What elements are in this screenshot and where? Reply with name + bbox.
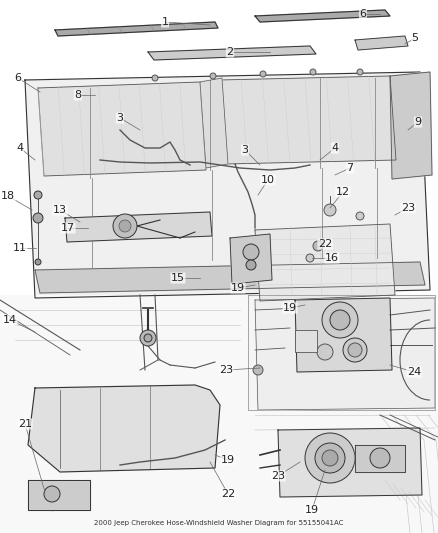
Circle shape <box>152 75 158 81</box>
Polygon shape <box>25 72 430 298</box>
Circle shape <box>322 450 338 466</box>
Circle shape <box>210 73 216 79</box>
Text: 11: 11 <box>13 243 27 253</box>
Circle shape <box>243 244 259 260</box>
Circle shape <box>113 214 137 238</box>
Text: 23: 23 <box>271 471 285 481</box>
Polygon shape <box>355 36 408 50</box>
Polygon shape <box>255 224 395 301</box>
Circle shape <box>306 254 314 262</box>
Polygon shape <box>278 428 422 497</box>
Text: 19: 19 <box>221 455 235 465</box>
Text: 17: 17 <box>61 223 75 233</box>
Circle shape <box>324 204 336 216</box>
Text: 14: 14 <box>3 315 17 325</box>
Polygon shape <box>28 480 90 510</box>
Text: 5: 5 <box>411 33 418 43</box>
Circle shape <box>119 220 131 232</box>
Circle shape <box>356 212 364 220</box>
Polygon shape <box>148 46 316 60</box>
Circle shape <box>370 448 390 468</box>
Circle shape <box>313 241 323 251</box>
Text: 13: 13 <box>53 205 67 215</box>
Text: 6: 6 <box>360 9 367 19</box>
Circle shape <box>305 433 355 483</box>
Circle shape <box>246 260 256 270</box>
Polygon shape <box>35 262 425 293</box>
Circle shape <box>330 310 350 330</box>
Polygon shape <box>355 445 405 472</box>
Polygon shape <box>230 234 272 284</box>
Text: 19: 19 <box>305 505 319 515</box>
Polygon shape <box>295 298 392 372</box>
Text: 3: 3 <box>117 113 124 123</box>
Text: 10: 10 <box>261 175 275 185</box>
Circle shape <box>322 302 358 338</box>
Circle shape <box>357 69 363 75</box>
Text: 21: 21 <box>18 419 32 429</box>
Polygon shape <box>248 295 435 410</box>
Polygon shape <box>255 10 390 22</box>
Text: 22: 22 <box>318 239 332 249</box>
Polygon shape <box>55 22 218 36</box>
Circle shape <box>253 365 263 375</box>
Text: 4: 4 <box>332 143 339 153</box>
Text: 3: 3 <box>241 145 248 155</box>
Text: 2000 Jeep Cherokee Hose-Windshield Washer Diagram for 55155041AC: 2000 Jeep Cherokee Hose-Windshield Washe… <box>94 520 344 526</box>
Text: 7: 7 <box>346 163 353 173</box>
Circle shape <box>315 443 345 473</box>
Circle shape <box>144 334 152 342</box>
Text: 23: 23 <box>401 203 415 213</box>
Text: 19: 19 <box>283 303 297 313</box>
Text: 4: 4 <box>17 143 24 153</box>
Circle shape <box>343 338 367 362</box>
Text: 16: 16 <box>325 253 339 263</box>
Circle shape <box>33 213 43 223</box>
Polygon shape <box>390 72 432 179</box>
Text: 15: 15 <box>171 273 185 283</box>
Bar <box>295 330 317 352</box>
Polygon shape <box>38 82 206 176</box>
Polygon shape <box>0 295 248 533</box>
Circle shape <box>44 486 60 502</box>
Polygon shape <box>248 410 438 533</box>
Circle shape <box>35 259 41 265</box>
Text: 2: 2 <box>226 47 233 57</box>
Text: 18: 18 <box>1 191 15 201</box>
Text: 24: 24 <box>407 367 421 377</box>
Circle shape <box>310 69 316 75</box>
Text: 19: 19 <box>231 283 245 293</box>
Polygon shape <box>220 76 396 164</box>
Text: 22: 22 <box>221 489 235 499</box>
Circle shape <box>260 71 266 77</box>
Text: 12: 12 <box>336 187 350 197</box>
Circle shape <box>317 344 333 360</box>
Polygon shape <box>200 78 228 168</box>
Text: 6: 6 <box>14 73 21 83</box>
Circle shape <box>34 191 42 199</box>
Text: 23: 23 <box>219 365 233 375</box>
Circle shape <box>348 343 362 357</box>
Polygon shape <box>255 298 435 410</box>
Polygon shape <box>28 385 220 472</box>
Text: 8: 8 <box>74 90 81 100</box>
Text: 9: 9 <box>414 117 421 127</box>
Circle shape <box>140 330 156 346</box>
Polygon shape <box>65 212 212 242</box>
Text: 1: 1 <box>162 17 169 27</box>
